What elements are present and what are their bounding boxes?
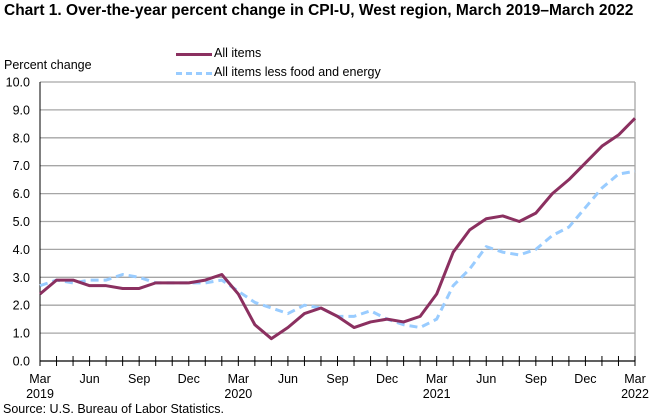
legend-label: All items less food and energy [214,65,381,79]
y-tick-label: 8.0 [13,131,30,145]
y-tick-label: 3.0 [13,271,30,285]
series-lines [39,117,637,341]
x-tick-label: Jun [476,372,496,386]
x-tick-year-label: 2022 [621,387,649,401]
y-tick-label: 4.0 [13,243,30,257]
x-tick-label: Sep [128,372,150,386]
x-tick-label: Dec [574,372,596,386]
x-tick-label: Mar [624,372,646,386]
y-tick-label: 10.0 [6,76,30,90]
x-tick-label: Mar [426,372,448,386]
x-tick-label: Mar [228,372,250,386]
y-tick-label: 7.0 [13,159,30,173]
x-tick-year-label: 2020 [224,387,252,401]
x-tick-label: Dec [376,372,398,386]
source-note: Source: U.S. Bureau of Labor Statistics. [3,402,224,416]
legend-swatch-core [176,72,212,75]
gridlines [40,81,636,361]
x-tick-year-label: 2021 [423,387,451,401]
x-tick-label: Mar [29,372,51,386]
chart-title: Chart 1. Over-the-year percent change in… [4,2,634,19]
y-tick-label: 1.0 [13,327,30,341]
x-tick-year-label: 2019 [26,387,54,401]
y-tick-label: 0.0 [13,355,30,369]
legend-label: All items [214,46,262,60]
y-axis-label: Percent change [4,58,92,72]
x-tick-label: Sep [525,372,547,386]
legend-swatch-all-items [176,53,212,56]
y-axis-ticks: 0.0 1.0 2.0 3.0 4.0 5.0 6.0 7.0 8.0 9.0 10.0 [6,76,30,369]
x-tick-label: Sep [326,372,348,386]
y-tick-label: 9.0 [13,103,30,117]
x-tick-label: Jun [278,372,298,386]
x-tick-label: Dec [178,372,200,386]
y-tick-label: 5.0 [13,215,30,229]
y-tick-label: 2.0 [13,299,30,313]
series-line-all-items [39,117,637,341]
x-tick-label: Jun [80,372,100,386]
y-tick-label: 6.0 [13,187,30,201]
